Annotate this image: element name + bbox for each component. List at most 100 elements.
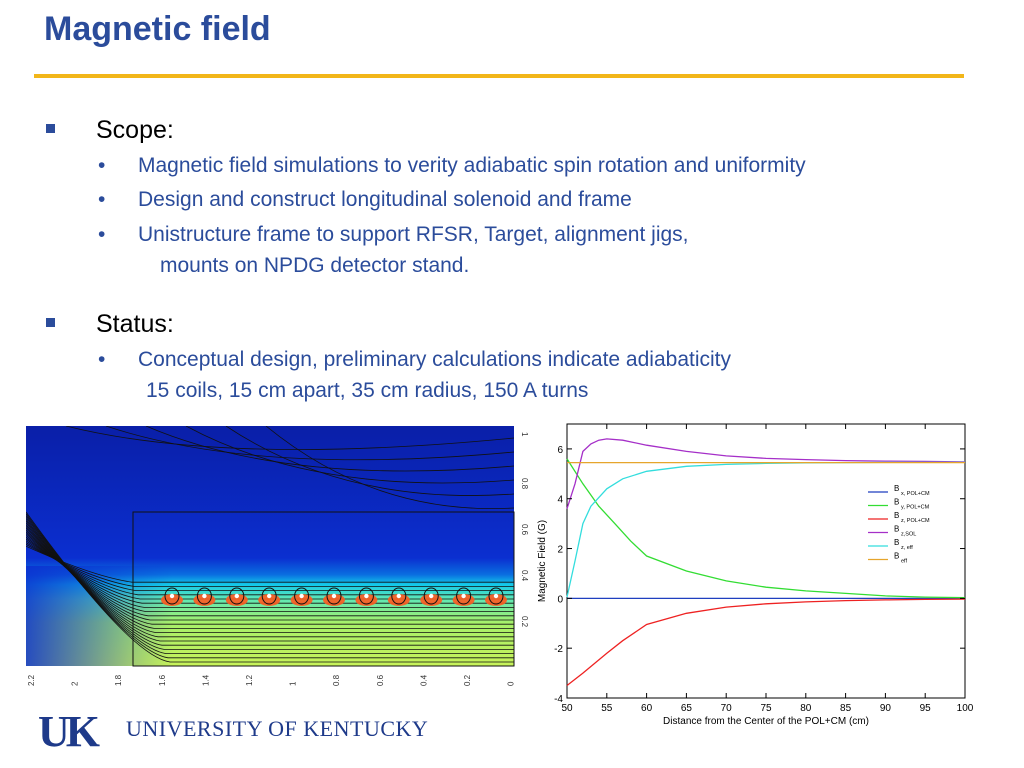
chart-series-line (566, 458, 966, 599)
field-line (185, 426, 515, 484)
field-line (26, 535, 514, 608)
field-map-y-tick: 0.8 (520, 478, 529, 490)
field-map-x-tick: 1.4 (201, 674, 210, 686)
field-line (26, 518, 514, 646)
field-map-image: 2.2 2 1.8 1.6 1.4 1.2 1 0.8 0.6 0.4 0.2 0 1 0.8 0.6 0.… (26, 426, 529, 686)
coil-center (267, 593, 272, 599)
list-item-continuation: 15 coils, 15 cm apart, 35 cm radius, 150… (146, 379, 589, 402)
title-underline (34, 74, 964, 78)
legend-label: B (894, 511, 899, 520)
coil-ring (488, 587, 504, 605)
coil-center (234, 593, 239, 599)
coil-hotspot (225, 594, 248, 606)
field-map-x-tick: 1.6 (158, 674, 167, 686)
field-line (26, 526, 514, 629)
legend-label: B (894, 498, 899, 507)
coil-center (493, 593, 499, 599)
legend-label-sub: eff (901, 559, 907, 565)
square-bullet-icon (46, 318, 55, 327)
chart-y-axis-label: Magnetic Field (G) (537, 520, 548, 602)
field-map-x-tick: 2 (71, 681, 80, 686)
section-label: Scope (96, 116, 167, 144)
field-line (26, 520, 514, 642)
section-colon: : (166, 310, 174, 338)
field-map-x-tick: 0.4 (419, 674, 428, 686)
coil-ring (456, 587, 472, 605)
coil-hotspot (355, 594, 378, 606)
coil-ring (261, 587, 277, 605)
field-map-y-tick: 0.2 (520, 616, 529, 628)
field-line (265, 426, 515, 510)
field-line (26, 536, 514, 604)
chart-y-tick-label: 4 (557, 495, 563, 506)
list-item-text: Unistructure frame to support RFSR, Targ… (138, 223, 689, 246)
field-line (26, 511, 514, 663)
chart-x-axis-label: Distance from the Center of the POL+CM (… (663, 716, 869, 727)
field-line (26, 529, 514, 621)
coil-ring (391, 587, 407, 605)
field-line (26, 540, 514, 596)
list-item-text: Conceptual design, preliminary calculati… (138, 348, 731, 371)
chart-x-tick-label: 95 (920, 703, 932, 714)
chart-x-tick-label: 55 (601, 703, 613, 714)
field-map-y-tick: 0.6 (520, 524, 529, 536)
field-map-x-tick: 2.2 (27, 674, 36, 686)
field-line (26, 533, 514, 612)
field-line (26, 513, 514, 659)
coil-center (331, 593, 337, 599)
field-line (26, 515, 514, 654)
uk-logo: UK (38, 707, 104, 756)
uk-monogram: UK (38, 707, 100, 756)
coil-center (299, 593, 304, 599)
field-map-x-tick: 0.6 (376, 674, 385, 686)
field-line (26, 545, 514, 583)
chart-x-tick-label: 85 (840, 703, 852, 714)
legend-label-sub: z,SOL (901, 532, 916, 538)
coil-hotspot (452, 594, 475, 606)
section-colon: : (166, 116, 174, 144)
coil-hotspot (420, 594, 443, 606)
chart-x-tick-label: 60 (641, 703, 653, 714)
legend-label-sub: z, POL+CM (901, 518, 930, 524)
field-map-y-tick: 0.4 (520, 570, 529, 582)
field-map-y-tick: 1 (520, 432, 529, 437)
field-line (225, 426, 515, 496)
field-line (26, 531, 514, 617)
bullet-icon: • (98, 188, 106, 211)
field-line (26, 522, 514, 638)
coil-center (429, 593, 434, 599)
coil-hotspot (258, 594, 281, 606)
list-item-continuation: mounts on NPDG detector stand. (160, 254, 470, 277)
chart-x-tick-label: 100 (957, 703, 974, 714)
bullet-icon: • (98, 154, 106, 177)
chart-y-tick-label: 6 (557, 445, 563, 456)
chart-y-tick-label: -2 (554, 644, 563, 655)
field-line (26, 517, 514, 650)
legend-label-sub: z, eff (901, 545, 913, 551)
chart-x-tick-label: 75 (760, 703, 772, 714)
chart-series-line (566, 598, 966, 687)
coil-center (396, 593, 401, 599)
bullet-icon: • (98, 223, 106, 246)
chart-x-tick-label: 80 (800, 703, 812, 714)
coil-center (202, 593, 207, 599)
field-line (26, 544, 514, 587)
coil-ring (326, 587, 342, 605)
legend-label: B (894, 525, 899, 534)
coil-hotspot (290, 594, 313, 606)
coil-hotspot (323, 594, 345, 606)
field-map-x-tick: 0 (507, 681, 516, 686)
chart-x-tick-label: 50 (561, 703, 573, 714)
chart-series-line (566, 438, 966, 509)
coil-ring (229, 587, 245, 605)
chart-y-tick-label: -4 (554, 694, 563, 705)
coil-hotspot (387, 594, 410, 606)
field-map-x-tick: 1 (289, 681, 298, 686)
legend-label-sub: x, POL+CM (901, 491, 930, 497)
coil-ring (196, 587, 212, 605)
coil-ring (294, 587, 310, 605)
coil-center (364, 593, 369, 599)
slide-title: Magnetic field (44, 10, 271, 48)
coil-ring (358, 587, 374, 605)
list-item-text: Design and construct longitudinal soleno… (138, 188, 632, 211)
